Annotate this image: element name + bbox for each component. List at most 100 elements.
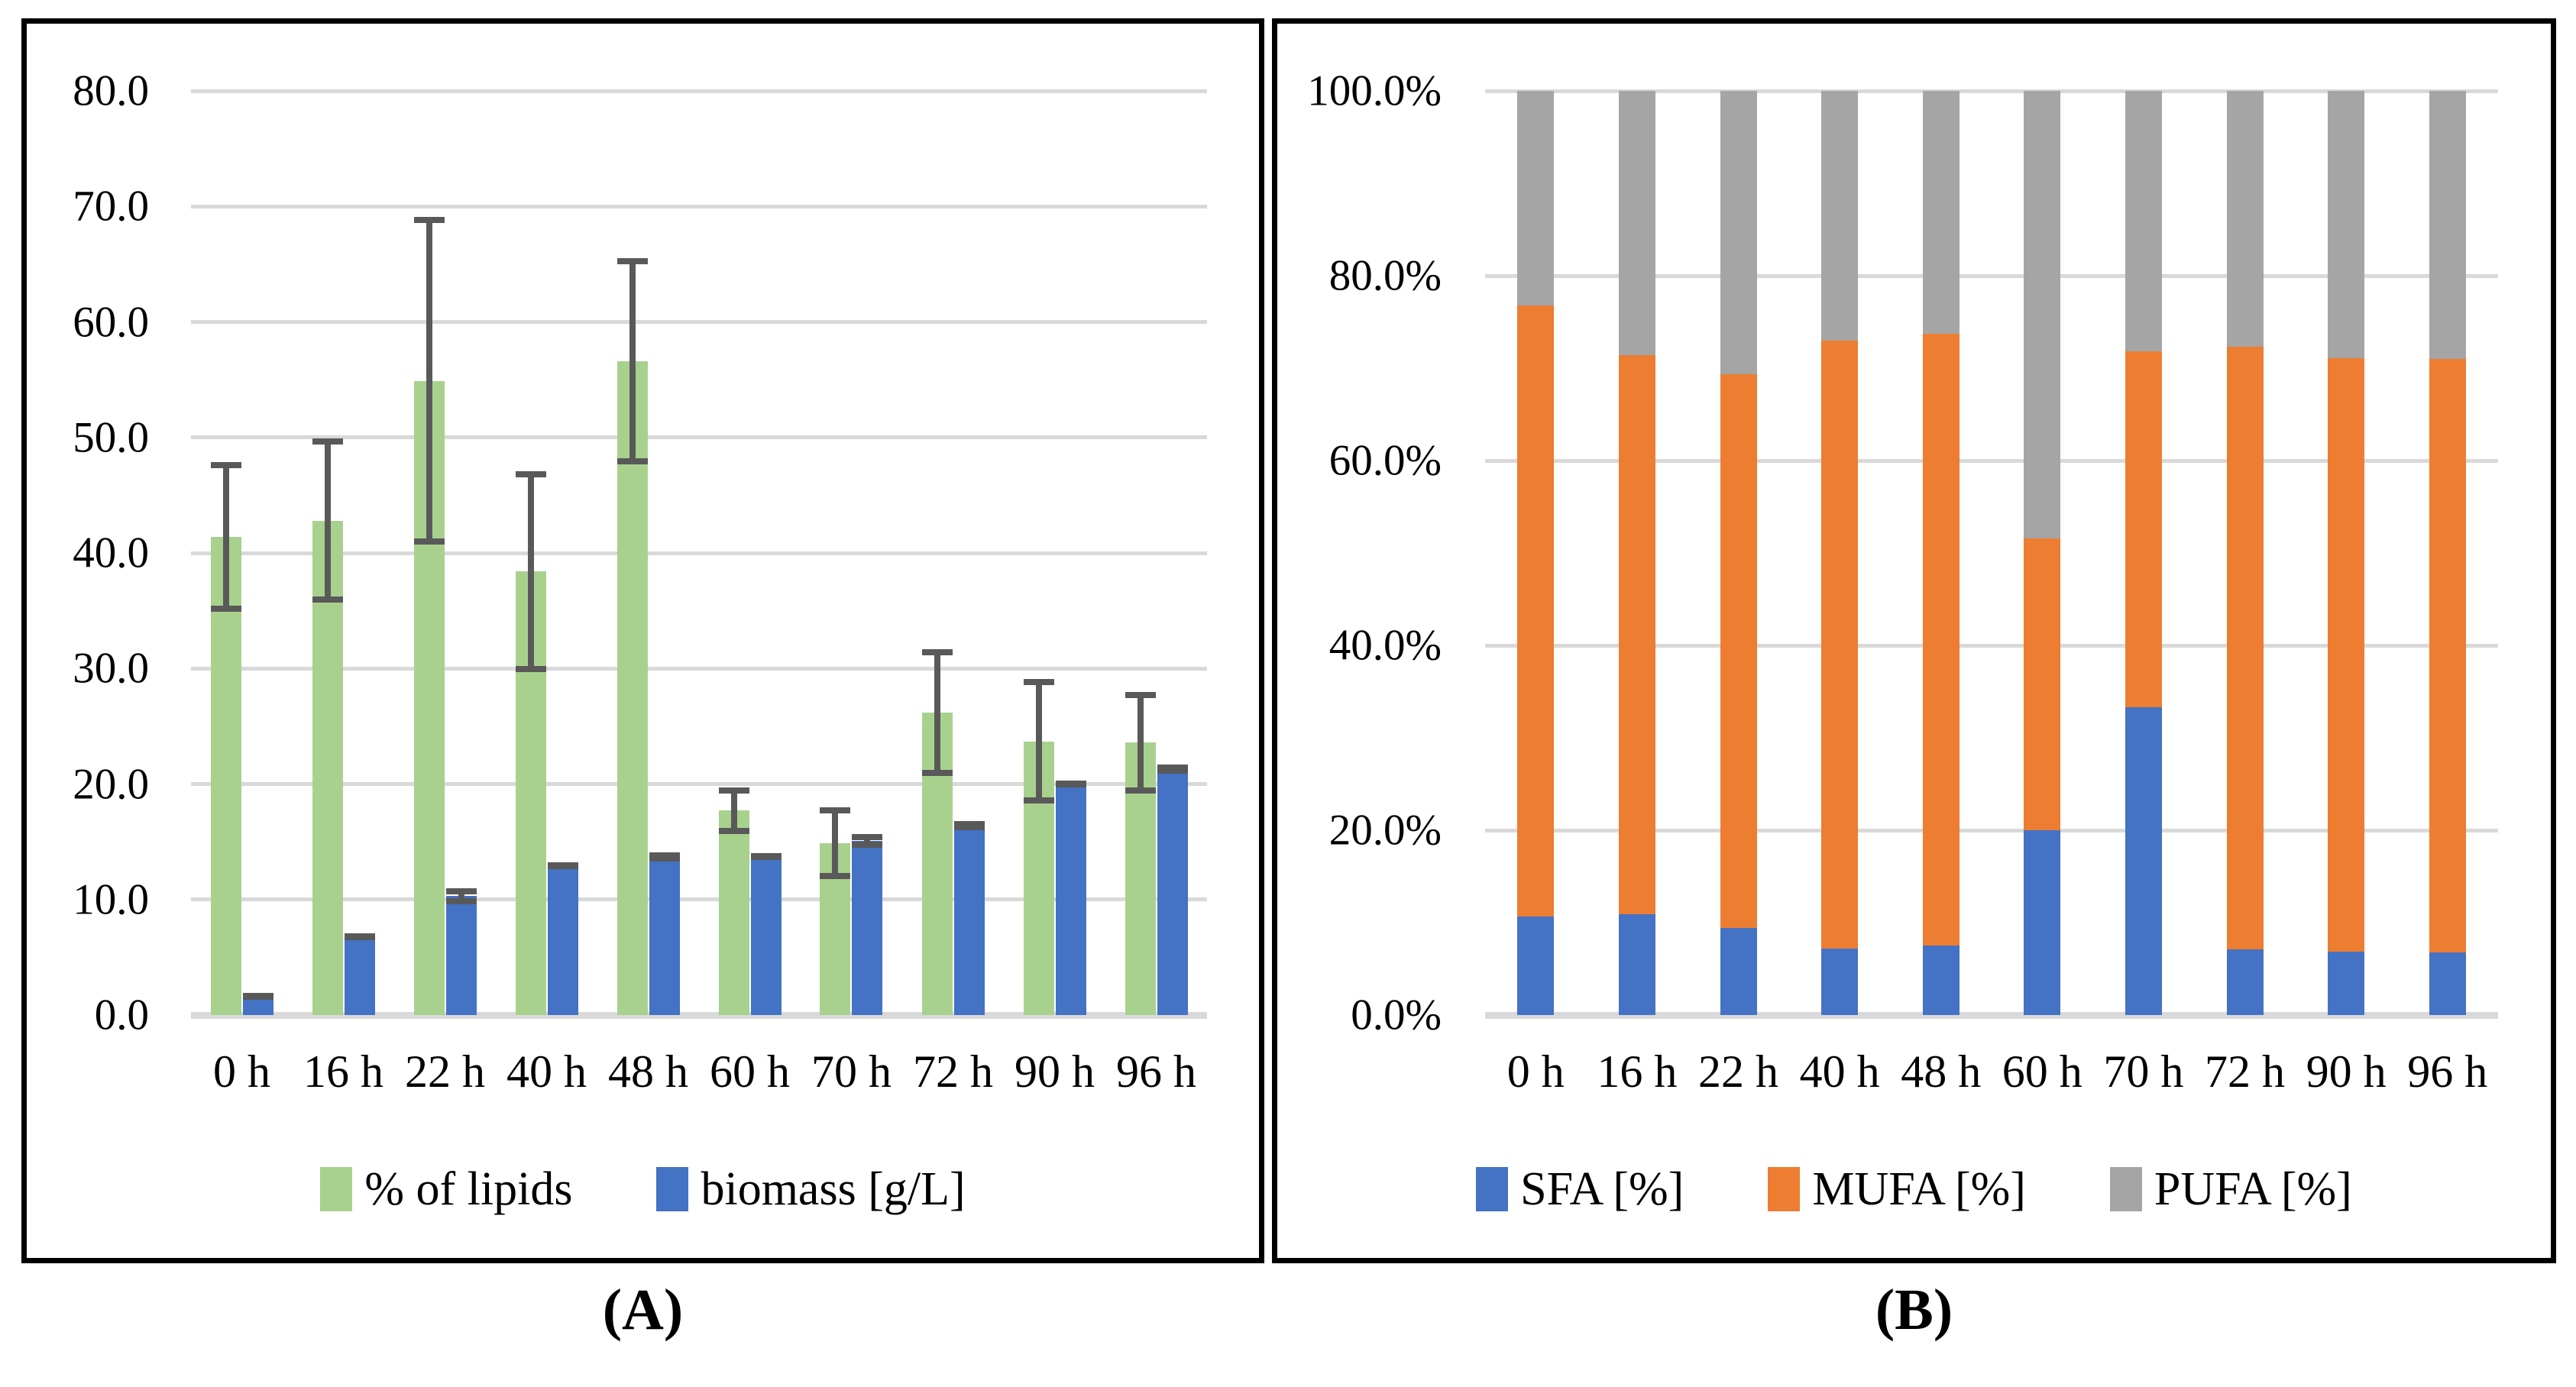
gridline	[191, 1011, 1207, 1019]
x-tick-label: 0 h	[1506, 1046, 1565, 1097]
error-bar-cap	[1023, 678, 1054, 685]
error-bar-cap	[616, 258, 648, 265]
legend-label-lipids: % of lipids	[364, 1163, 573, 1215]
error-bar-stem	[629, 258, 636, 464]
x-tick-label: 40 h	[506, 1046, 587, 1097]
y-axis-b: 0.0% 20.0% 40.0% 60.0% 80.0% 100.0%	[1277, 70, 1442, 1037]
gridline	[191, 897, 1207, 902]
panel-caption-a: (A)	[602, 1278, 684, 1342]
error-bar-cap	[649, 852, 680, 858]
error-bar-lipids-70-h	[820, 807, 851, 879]
y-tick-label: 40.0%	[1328, 621, 1442, 670]
segment-mufa-72-h	[2226, 347, 2264, 950]
legend-swatch-mufa	[1768, 1167, 1801, 1211]
error-bar-biomass-70-h	[852, 833, 883, 848]
bar-biomass-72-h	[953, 825, 985, 1015]
error-bar-cap	[515, 665, 546, 672]
stacked-bar-70-h	[2125, 91, 2162, 1015]
stacked-bar-0-h	[1517, 91, 1555, 1015]
error-bar-cap	[312, 597, 343, 603]
error-bar-cap	[312, 438, 343, 445]
error-bar-cap	[1125, 787, 1156, 794]
error-bar-lipids-40-h	[515, 470, 546, 672]
y-tick-label: 30.0	[73, 644, 149, 693]
y-tick-label: 40.0	[73, 529, 149, 577]
stacked-bar-40-h	[1821, 91, 1859, 1015]
segment-sfa-40-h	[1821, 948, 1859, 1015]
error-bar-cap	[750, 854, 782, 861]
gridline	[191, 551, 1207, 555]
legend-swatch-biomass	[656, 1167, 689, 1211]
legend-a: % of lipids biomass [g/L]	[27, 1166, 1259, 1213]
legend-label-sfa: SFA [%]	[1520, 1163, 1684, 1215]
stacked-bar-90-h	[2328, 91, 2365, 1015]
segment-pufa-40-h	[1821, 91, 1859, 341]
x-tick-label: 60 h	[2002, 1046, 2082, 1097]
x-tick-label: 60 h	[710, 1046, 790, 1097]
gridline	[191, 782, 1207, 786]
segment-sfa-48-h	[1922, 946, 1960, 1015]
segment-sfa-96-h	[2429, 952, 2466, 1015]
error-bar-cap	[1157, 764, 1188, 771]
gridline	[191, 435, 1207, 440]
legend-item-sfa: SFA [%]	[1476, 1166, 1684, 1213]
legend-label-pufa: PUFA [%]	[2154, 1163, 2352, 1215]
segment-mufa-22-h	[1720, 374, 1757, 929]
panel-caption-b: (B)	[1875, 1278, 1953, 1342]
error-bar-cap	[953, 820, 985, 827]
legend-label-mufa: MUFA [%]	[1812, 1163, 2026, 1215]
error-bar-lipids-96-h	[1125, 691, 1156, 794]
x-tick-label: 72 h	[913, 1046, 993, 1097]
x-tick-label: 48 h	[1901, 1046, 1982, 1097]
error-bar-biomass-40-h	[547, 862, 578, 870]
error-bar-stem	[426, 216, 432, 545]
segment-sfa-90-h	[2328, 951, 2365, 1015]
x-tick-label: 70 h	[2103, 1046, 2184, 1097]
segment-sfa-72-h	[2226, 949, 2264, 1015]
stacked-bar-22-h	[1720, 91, 1757, 1015]
x-tick-label: 96 h	[2407, 1046, 2488, 1097]
bar-lipids-16-h	[312, 520, 343, 1015]
error-bar-stem	[864, 833, 871, 848]
error-bar-cap	[547, 863, 578, 870]
bar-biomass-70-h	[852, 840, 883, 1015]
segment-pufa-60-h	[2024, 91, 2061, 538]
error-bar-cap	[344, 933, 375, 940]
bar-biomass-40-h	[547, 865, 578, 1015]
error-bar-cap	[210, 606, 241, 613]
bar-lipids-48-h	[616, 360, 648, 1015]
panel-b: 0.0% 20.0% 40.0% 60.0% 80.0% 100.0% 0 h 16 h 22…	[1272, 18, 2556, 1263]
bar-biomass-96-h	[1157, 768, 1188, 1015]
legend-item-mufa: MUFA [%]	[1768, 1166, 2026, 1213]
legend-item-lipids: % of lipids	[320, 1166, 572, 1213]
segment-pufa-22-h	[1720, 91, 1757, 375]
segment-mufa-60-h	[2024, 538, 2061, 830]
error-bar-cap	[718, 827, 749, 834]
error-bar-stem	[1035, 678, 1042, 804]
error-bar-cap	[413, 216, 445, 223]
error-bar-stem	[832, 807, 839, 879]
error-bar-cap	[953, 824, 985, 830]
gridline	[1485, 273, 2498, 278]
x-tick-label: 70 h	[811, 1046, 892, 1097]
error-bar-cap	[921, 648, 953, 655]
x-tick-label: 22 h	[405, 1046, 485, 1097]
error-bar-cap	[852, 841, 883, 848]
segment-sfa-70-h	[2125, 707, 2162, 1015]
gridline	[191, 204, 1207, 209]
error-bar-lipids-60-h	[718, 787, 749, 834]
x-tick-label: 48 h	[608, 1046, 688, 1097]
x-tick-label: 72 h	[2205, 1046, 2285, 1097]
x-tick-label: 90 h	[2306, 1046, 2387, 1097]
segment-pufa-96-h	[2429, 91, 2466, 359]
error-bar-stem	[458, 887, 464, 904]
y-tick-label: 70.0	[73, 182, 149, 231]
gridline	[191, 89, 1207, 93]
y-tick-label: 0.0	[94, 991, 149, 1039]
gridline	[1485, 89, 2498, 93]
error-bar-biomass-22-h	[445, 887, 477, 904]
segment-mufa-40-h	[1821, 340, 1859, 949]
y-tick-label: 0.0%	[1351, 991, 1442, 1039]
error-bar-lipids-22-h	[413, 216, 445, 545]
gridline	[191, 666, 1207, 671]
